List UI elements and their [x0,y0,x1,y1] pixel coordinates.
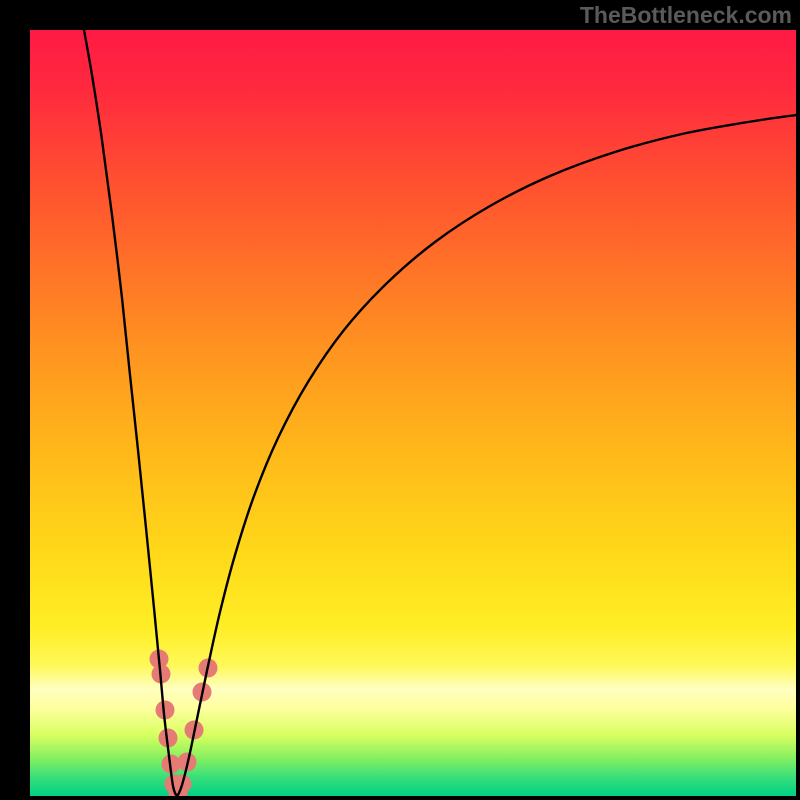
bottleneck-curve [30,30,796,796]
chart-container: TheBottleneck.com [0,0,800,800]
watermark-text: TheBottleneck.com [580,2,792,29]
curve-right-branch [177,115,796,796]
plot-area [30,30,796,796]
